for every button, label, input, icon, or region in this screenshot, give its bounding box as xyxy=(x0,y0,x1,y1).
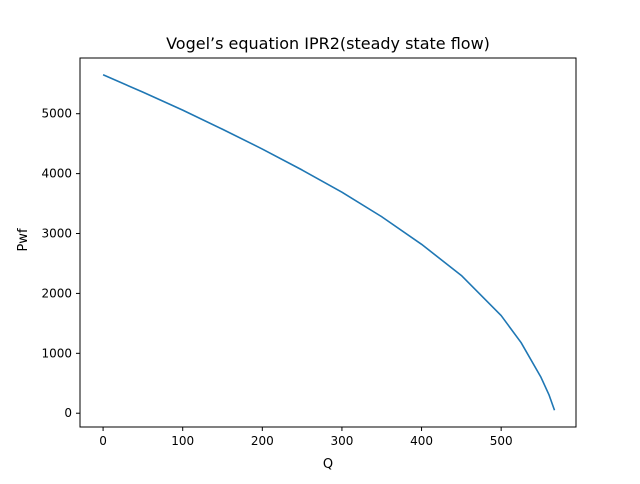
x-tick-label-3: 300 xyxy=(330,434,353,448)
x-tick-label-2: 200 xyxy=(251,434,274,448)
x-tick-label-0: 0 xyxy=(99,434,107,448)
x-tick-label-5: 500 xyxy=(490,434,513,448)
y-tick-label-3: 3000 xyxy=(41,227,72,241)
y-axis-label: Pwf xyxy=(16,228,31,251)
axes-frame xyxy=(79,57,577,428)
plot-area xyxy=(102,74,556,411)
x-axis-label: Q xyxy=(323,457,333,472)
y-tick-label-4: 4000 xyxy=(41,167,72,181)
series-line-0 xyxy=(102,74,556,411)
x-tick-label-1: 100 xyxy=(171,434,194,448)
y-tick-label-2: 2000 xyxy=(41,286,72,300)
y-axis-ticks: 0 1000 2000 3000 4000 5000 xyxy=(41,107,80,420)
x-tick-label-4: 400 xyxy=(410,434,433,448)
chart-title: Vogel’s equation IPR2(steady state flow) xyxy=(166,34,490,53)
y-tick-label-1: 1000 xyxy=(41,346,72,360)
y-tick-label-0: 0 xyxy=(64,406,72,420)
y-tick-label-5: 5000 xyxy=(41,107,72,121)
x-axis-ticks: 0 100 200 300 400 500 xyxy=(99,427,513,448)
